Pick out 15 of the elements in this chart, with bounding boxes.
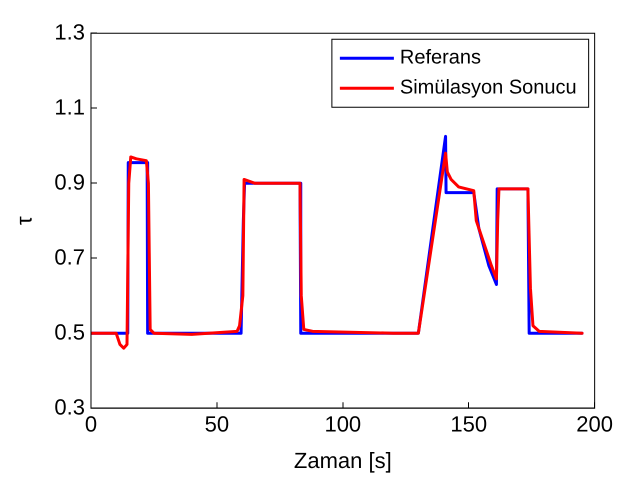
x-axis-title: Zaman [s] <box>294 448 392 473</box>
x-tick-label: 100 <box>324 411 362 436</box>
y-tick-label: 1.3 <box>54 19 85 44</box>
y-tick-label: 0.5 <box>54 319 85 344</box>
y-tick-label: 0.7 <box>54 244 85 270</box>
y-tick-label: 0.9 <box>54 169 85 194</box>
x-tick-label: 150 <box>450 411 488 436</box>
legend-label: Simülasyon Sonucu <box>400 76 577 99</box>
x-tick-label: 50 <box>204 411 230 436</box>
y-tick-label: 1.1 <box>54 94 85 120</box>
legend-label: Referans <box>400 46 482 69</box>
y-axis-title: τ <box>11 216 36 226</box>
y-tick-label: 0.3 <box>54 394 85 420</box>
x-tick-label: 200 <box>576 411 614 436</box>
x-tick-label: 0 <box>84 411 98 436</box>
